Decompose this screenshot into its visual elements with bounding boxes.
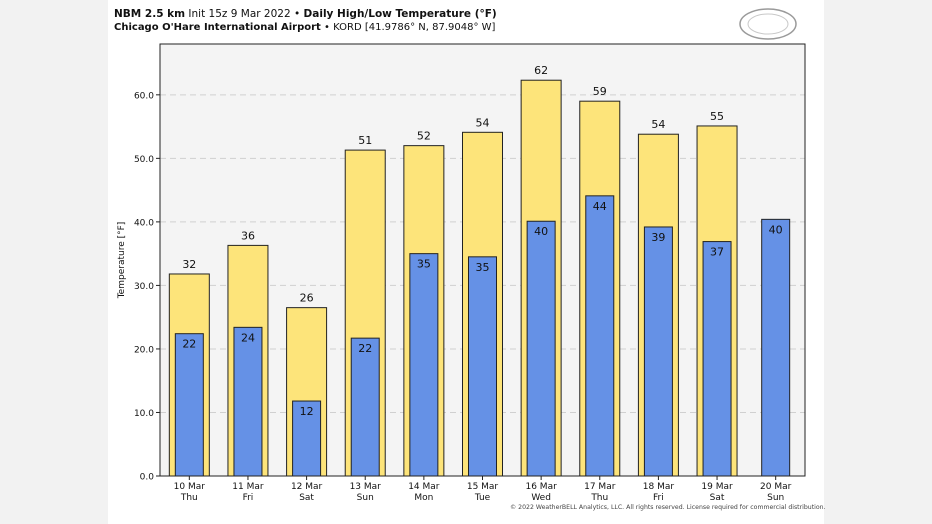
weatherbell-logo [739,8,797,40]
low-bar [643,226,673,477]
low-bar [526,220,556,477]
high-value-label: 54 [476,116,490,129]
x-tick-date-label: 10 Mar [174,482,206,492]
product-name: Daily High/Low Temperature (°F) [303,8,497,20]
title-separator: • [294,8,301,20]
x-tick-date-label: 12 Mar [291,482,323,492]
high-value-label: 32 [182,258,196,271]
low-bar [409,253,439,477]
low-value-label: 35 [476,261,490,274]
low-bar [292,400,322,477]
x-tick-date-label: 20 Mar [760,482,792,492]
x-tick-day-label: Sun [357,493,374,503]
subtitle-separator: • [324,22,330,33]
high-value-label: 55 [710,110,724,123]
x-tick-day-label: Fri [243,493,254,503]
logo-ring [739,8,797,40]
low-bar [761,218,791,477]
high-value-label: 26 [300,292,314,305]
x-tick-day-label: Sun [767,493,784,503]
low-bar [585,195,615,477]
x-tick-date-label: 16 Mar [525,482,557,492]
low-value-label: 22 [182,338,196,351]
y-tick-label: 50.0 [134,155,154,165]
chart-title: NBM 2.5 km Init 15z 9 Mar 2022 • Daily H… [114,8,497,20]
x-tick-day-label: Sat [710,493,725,503]
low-value-label: 44 [593,200,607,213]
high-value-label: 52 [417,130,431,143]
high-value-label: 51 [358,134,372,147]
x-tick-day-label: Tue [474,493,491,503]
low-bar [350,337,380,477]
x-tick-date-label: 17 Mar [584,482,616,492]
plot-border [159,43,806,477]
x-tick-date-label: 11 Mar [232,482,264,492]
low-value-label: 22 [358,342,372,355]
copyright-notice: © 2022 WeatherBELL Analytics, LLC. All r… [510,504,826,511]
low-value-label: 24 [241,331,255,344]
logo-inner-ring [747,13,789,35]
low-bar [468,256,497,477]
y-tick-label: 40.0 [134,218,154,228]
low-value-label: 40 [769,223,783,236]
y-tick-label: 0.0 [140,473,155,483]
high-value-label: 62 [534,64,548,77]
init-time: Init 15z 9 Mar 2022 [188,8,291,20]
y-axis-label: Temperature [°F] [117,222,127,300]
x-tick-date-label: 14 Mar [408,482,440,492]
chart-subtitle: Chicago O'Hare International Airport • K… [114,22,495,33]
location-name: Chicago O'Hare International Airport [114,22,321,33]
x-tick-day-label: Mon [414,493,433,503]
x-tick-day-label: Sat [299,493,314,503]
x-tick-day-label: Thu [180,493,198,503]
high-value-label: 54 [651,118,665,131]
station-info: KORD [41.9786° N, 87.9048° W] [333,22,496,33]
high-value-label: 59 [593,85,607,98]
x-tick-day-label: Wed [531,493,551,503]
x-tick-day-label: Fri [653,493,664,503]
y-tick-label: 10.0 [134,409,154,419]
low-value-label: 40 [534,225,548,238]
x-tick-date-label: 19 Mar [701,482,733,492]
y-tick-label: 30.0 [134,282,154,292]
y-tick-label: 20.0 [134,345,154,355]
x-tick-day-label: Thu [590,493,608,503]
low-value-label: 12 [300,405,314,418]
low-value-label: 35 [417,258,431,271]
low-bar [233,326,263,477]
low-value-label: 39 [651,231,665,244]
low-bar [702,241,732,477]
high-value-label: 36 [241,229,255,242]
model-name: NBM 2.5 km [114,8,186,20]
x-tick-date-label: 15 Mar [467,482,499,492]
x-tick-date-label: 13 Mar [350,482,382,492]
low-bar [174,333,204,477]
y-tick-label: 60.0 [134,91,154,101]
x-tick-date-label: 18 Mar [643,482,675,492]
low-value-label: 37 [710,246,724,259]
